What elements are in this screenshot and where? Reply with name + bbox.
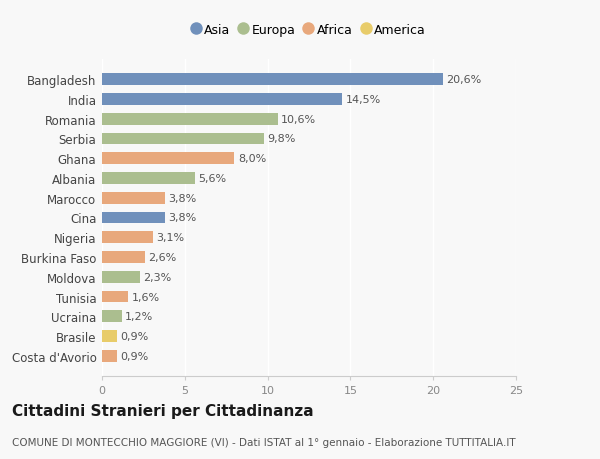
Text: 3,8%: 3,8% [168, 193, 196, 203]
Text: 3,1%: 3,1% [157, 233, 185, 243]
Bar [102, 153, 235, 165]
Text: 0,9%: 0,9% [120, 331, 148, 341]
Text: Cittadini Stranieri per Cittadinanza: Cittadini Stranieri per Cittadinanza [12, 403, 314, 419]
Text: 9,8%: 9,8% [268, 134, 296, 144]
Text: 2,3%: 2,3% [143, 272, 172, 282]
Text: 2,6%: 2,6% [148, 252, 176, 263]
Bar [102, 173, 195, 185]
Text: 1,6%: 1,6% [132, 292, 160, 302]
Text: 14,5%: 14,5% [346, 95, 380, 105]
Bar [102, 192, 165, 204]
Text: 20,6%: 20,6% [446, 75, 482, 85]
Bar [102, 291, 128, 303]
Text: 5,6%: 5,6% [198, 174, 226, 184]
Bar [102, 271, 140, 283]
Bar [102, 74, 443, 86]
Text: 3,8%: 3,8% [168, 213, 196, 223]
Bar [102, 212, 165, 224]
Legend: Asia, Europa, Africa, America: Asia, Europa, Africa, America [190, 22, 428, 39]
Bar [102, 94, 342, 106]
Bar [102, 330, 117, 342]
Bar [102, 350, 117, 362]
Bar [102, 113, 278, 125]
Bar [102, 252, 145, 263]
Bar [102, 133, 264, 145]
Bar [102, 311, 122, 323]
Text: 1,2%: 1,2% [125, 312, 154, 322]
Text: 10,6%: 10,6% [281, 114, 316, 124]
Text: 8,0%: 8,0% [238, 154, 266, 164]
Bar [102, 232, 154, 244]
Text: COMUNE DI MONTECCHIO MAGGIORE (VI) - Dati ISTAT al 1° gennaio - Elaborazione TUT: COMUNE DI MONTECCHIO MAGGIORE (VI) - Dat… [12, 437, 515, 447]
Text: 0,9%: 0,9% [120, 351, 148, 361]
